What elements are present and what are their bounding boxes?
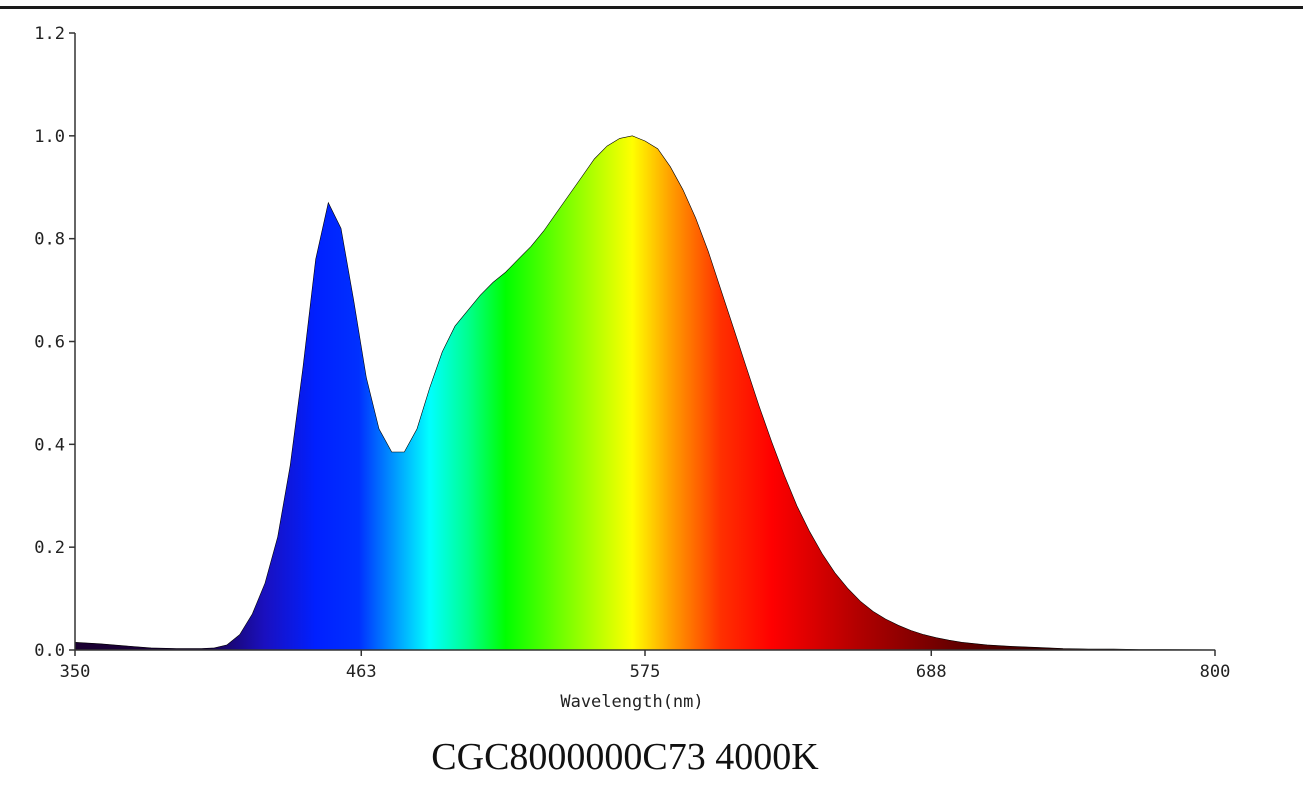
x-tick-label: 350 — [60, 662, 91, 682]
y-tick-label: 0.0 — [34, 641, 65, 661]
y-tick-label: 0.8 — [34, 230, 65, 250]
x-axis-title: Wavelength(nm) — [560, 692, 703, 712]
x-tick-label: 688 — [916, 662, 947, 682]
y-tick-label: 0.2 — [34, 538, 65, 558]
y-tick-label: 1.0 — [34, 127, 65, 147]
x-tick-label: 800 — [1200, 662, 1231, 682]
y-tick-label: 1.2 — [34, 24, 65, 44]
top-border-line — [0, 6, 1303, 9]
y-tick-label: 0.6 — [34, 333, 65, 353]
x-tick-label: 575 — [630, 662, 661, 682]
x-tick-label: 463 — [346, 662, 377, 682]
chart-caption: CGC8000000C73 4000K — [431, 736, 819, 778]
spectrum-area — [74, 135, 1216, 651]
y-tick-label: 0.4 — [34, 435, 65, 455]
